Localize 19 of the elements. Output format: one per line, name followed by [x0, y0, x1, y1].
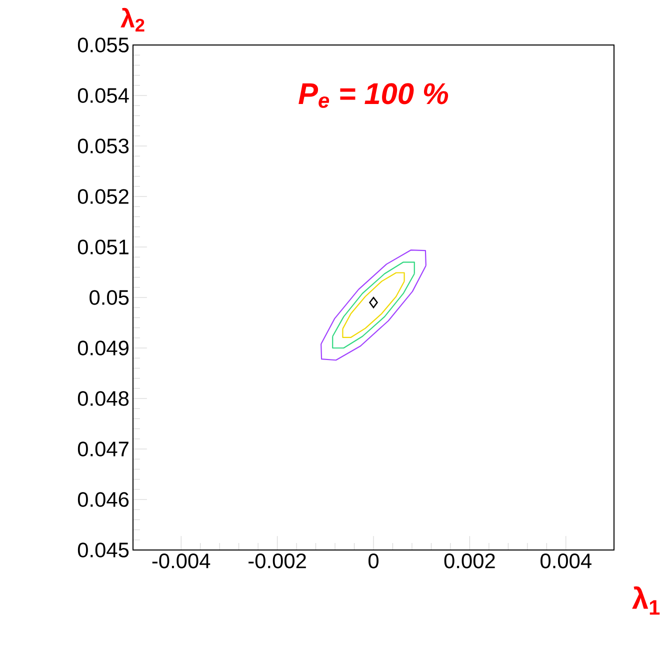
y-axis-title: λ$_{2}$ [120, 8, 144, 32]
x-tick-label: -0.004 [152, 554, 210, 568]
y-tick-label: 0.046 [78, 492, 129, 507]
y-tick-label: 0.055 [78, 38, 129, 52]
annotation: P$_{e}$ = 100 % [298, 83, 448, 108]
y-tick-label: 0.052 [78, 189, 128, 204]
x-tick-label: -0.002 [248, 554, 306, 568]
y-tick-label: 0.05 [90, 290, 129, 305]
y-tick-label: 0.054 [78, 88, 129, 103]
x-axis-title: λ$_{1}$ [632, 586, 660, 615]
y-tick-label: 0.053 [78, 138, 129, 154]
x-tick-label: 0.002 [444, 554, 495, 568]
y-tick-label: 0.047 [78, 442, 128, 456]
y-tick-label: 0.048 [78, 391, 129, 406]
x-tick-label: 0.004 [540, 554, 592, 568]
x-tick-label: 0 [368, 554, 378, 568]
y-tick-label: 0.049 [78, 340, 128, 356]
y-tick-label: 0.045 [78, 542, 129, 558]
y-tick-label: 0.051 [78, 240, 128, 254]
